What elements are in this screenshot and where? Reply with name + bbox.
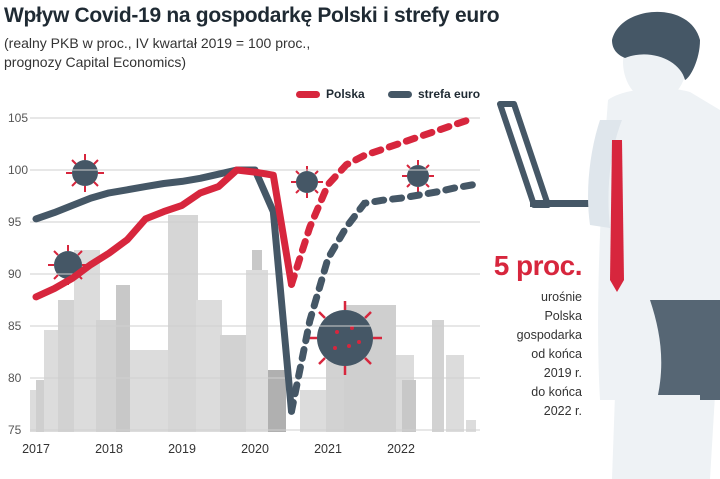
x-tick-label: 2019 <box>168 442 196 456</box>
city-skyline-illustration <box>30 215 476 432</box>
y-tick-label: 100 <box>8 163 28 177</box>
legend-item-strefa-euro: strefa euro <box>388 86 480 102</box>
coronavirus-icon <box>66 154 104 192</box>
legend-item-polska: Polska <box>296 86 365 102</box>
y-tick-label: 90 <box>8 267 22 281</box>
y-tick-label: 105 <box>8 111 28 125</box>
y-tick-label: 85 <box>8 319 22 333</box>
series-line-polska-actual <box>32 166 295 301</box>
y-tick-label: 95 <box>8 215 22 229</box>
legend-label-strefa-euro: strefa euro <box>418 87 481 101</box>
x-tick-label: 2020 <box>241 442 269 456</box>
businessman-with-laptop-illustration <box>497 11 720 479</box>
legend-swatch-strefa-euro <box>388 90 412 98</box>
coronavirus-icon <box>402 160 434 192</box>
series-line-polska-forecast <box>288 114 478 288</box>
legend-swatch-polska <box>296 90 320 98</box>
growth-callout: 5 proc. urośnie Polska gospodarka od koń… <box>480 250 583 421</box>
growth-callout-value: 5 proc. <box>493 250 583 281</box>
y-tick-label: 80 <box>8 371 22 385</box>
x-tick-label: 2021 <box>314 442 342 456</box>
coronavirus-icon <box>291 166 323 198</box>
series-line-strefa-euro-forecast <box>288 181 478 415</box>
y-tick-label: 75 <box>8 423 22 437</box>
coronavirus-icon <box>308 301 382 375</box>
x-tick-label: 2017 <box>22 442 50 456</box>
x-tick-label: 2022 <box>387 442 415 456</box>
x-tick-label: 2018 <box>95 442 123 456</box>
legend-label-polska: Polska <box>326 87 365 101</box>
chart-subtitle: (realny PKB w proc., IV kwartał 2019 = 1… <box>4 35 311 70</box>
growth-callout-text: urośnie Polska gospodarka od końca 2019 … <box>516 290 582 418</box>
chart-title: Wpływ Covid-19 na gospodarkę Polski i st… <box>4 4 500 27</box>
